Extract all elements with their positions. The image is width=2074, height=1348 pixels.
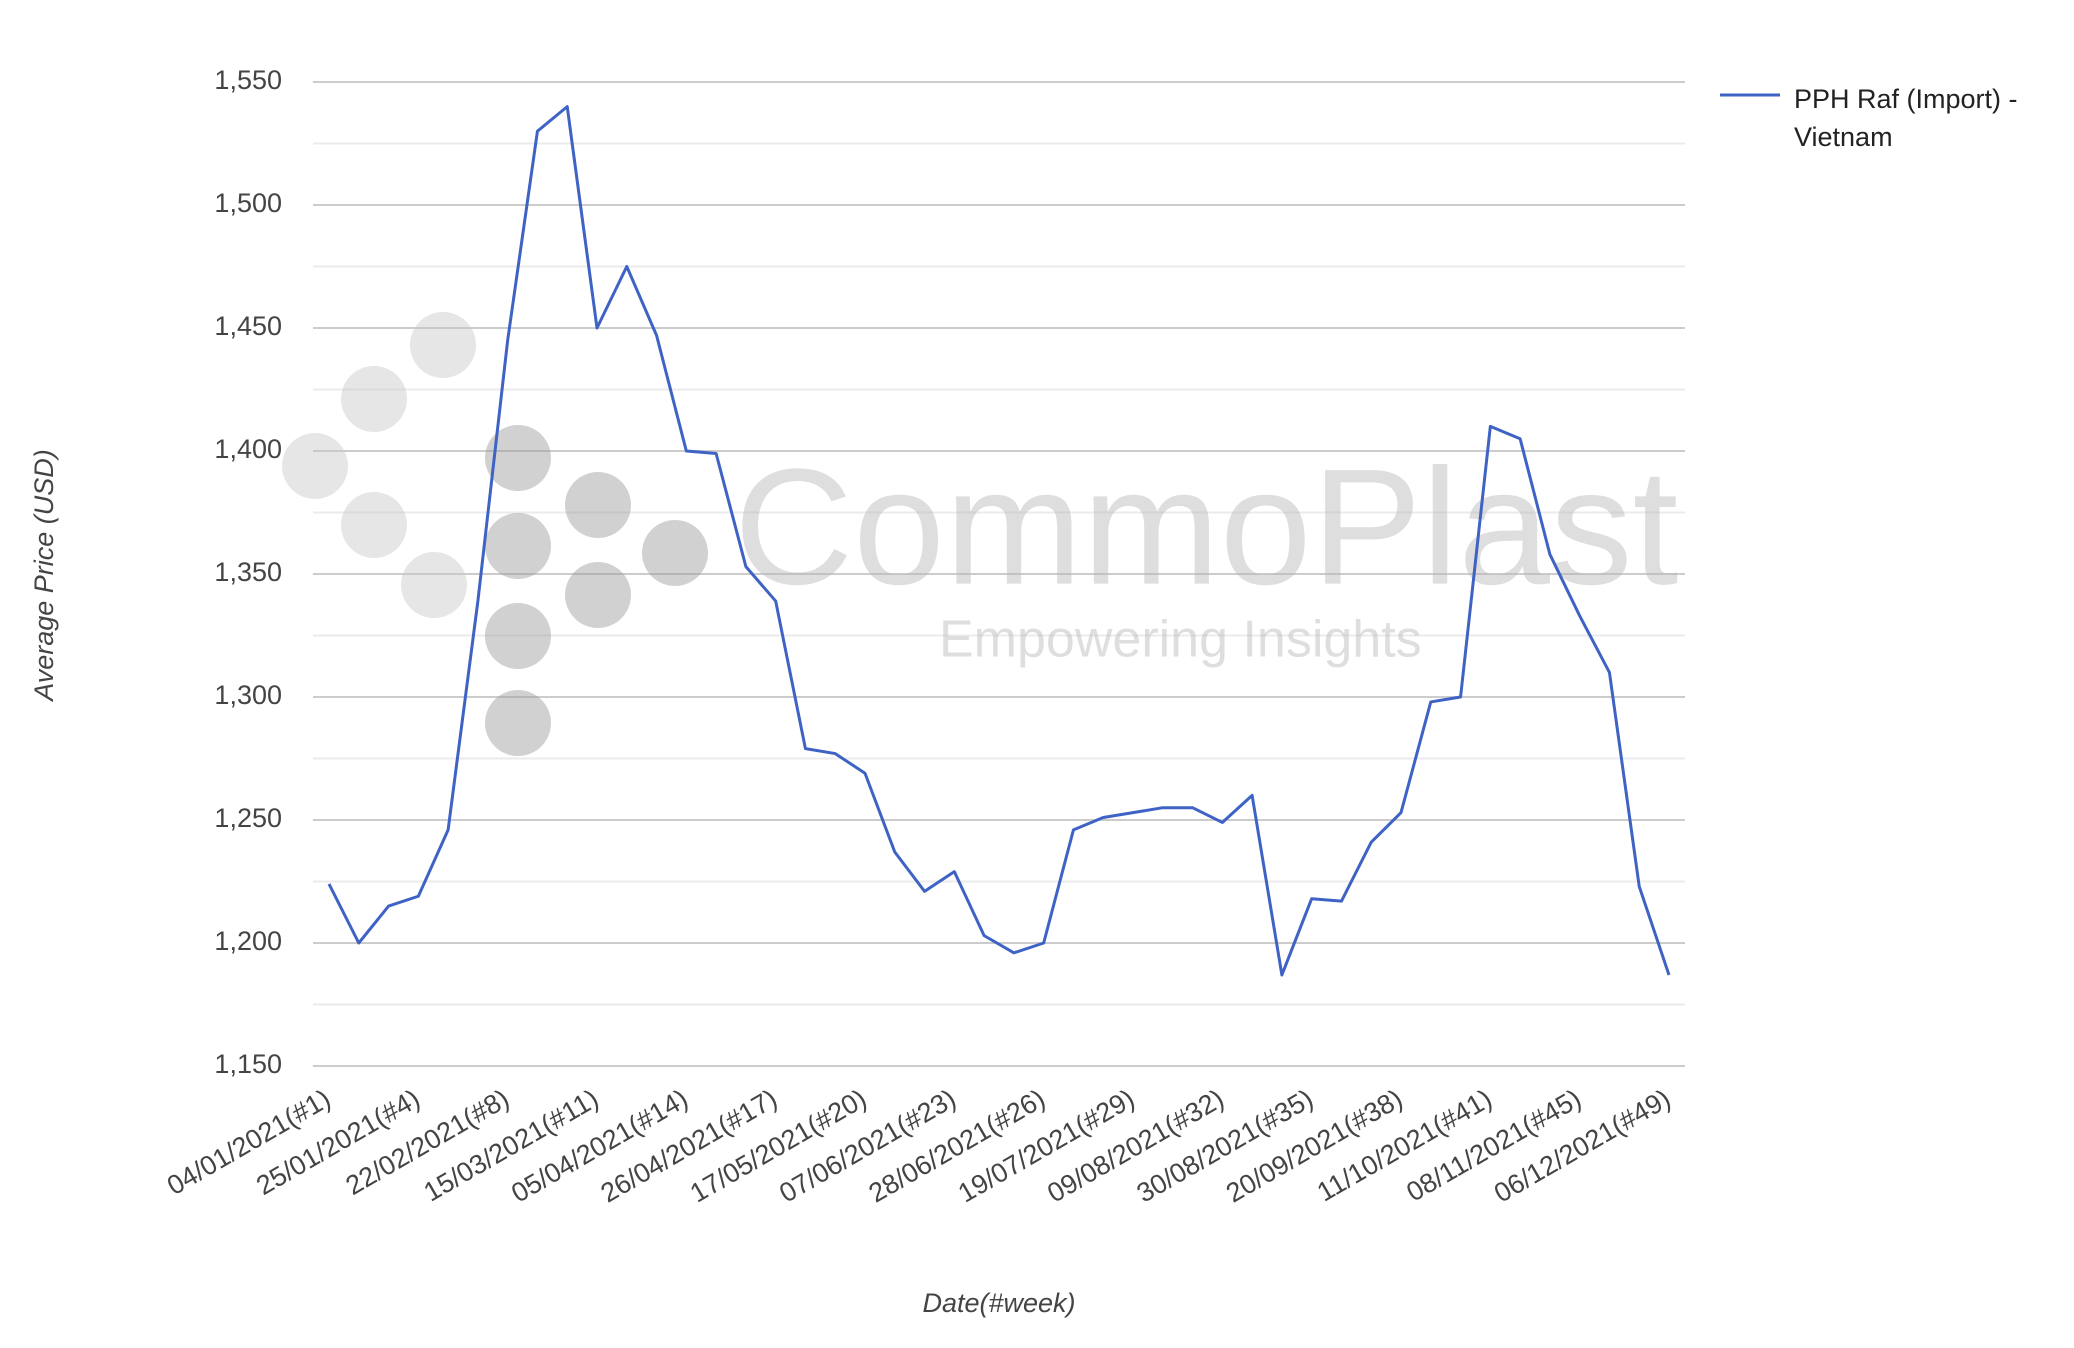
y-tick-label: 1,450 <box>214 311 282 341</box>
logo-dot <box>565 562 631 628</box>
y-tick-label: 1,250 <box>214 803 282 833</box>
logo-dot <box>485 513 551 579</box>
watermark-title: CommoPlast <box>734 435 1678 619</box>
logo-dot <box>485 603 551 669</box>
logo-dot <box>401 552 467 618</box>
logo-dot <box>341 366 407 432</box>
logo-dot <box>341 492 407 558</box>
y-axis-title: Average Price (USD) <box>29 449 59 703</box>
watermark-subtitle: Empowering Insights <box>939 611 1422 669</box>
logo-dot <box>410 312 476 378</box>
legend-label: PPH Raf (Import) - Vietnam <box>1794 84 2018 152</box>
y-tick-label: 1,550 <box>214 65 282 95</box>
y-tick-label: 1,300 <box>214 680 282 710</box>
y-tick-label: 1,500 <box>214 188 282 218</box>
logo-dot <box>485 690 551 756</box>
y-tick-label: 1,350 <box>214 557 282 587</box>
logo-dot <box>565 472 631 538</box>
y-tick-label: 1,150 <box>214 1049 282 1079</box>
logo-dot <box>642 520 708 586</box>
y-tick-label: 1,200 <box>214 926 282 956</box>
line-series <box>327 105 1671 977</box>
y-tick-label: 1,400 <box>214 434 282 464</box>
logo-dot <box>485 425 551 491</box>
logo-dot <box>282 433 348 499</box>
x-axis-title: Date(#week) <box>922 1288 1075 1318</box>
grid <box>313 81 1685 1067</box>
watermark: CommoPlast Empowering Insights <box>282 312 1678 756</box>
